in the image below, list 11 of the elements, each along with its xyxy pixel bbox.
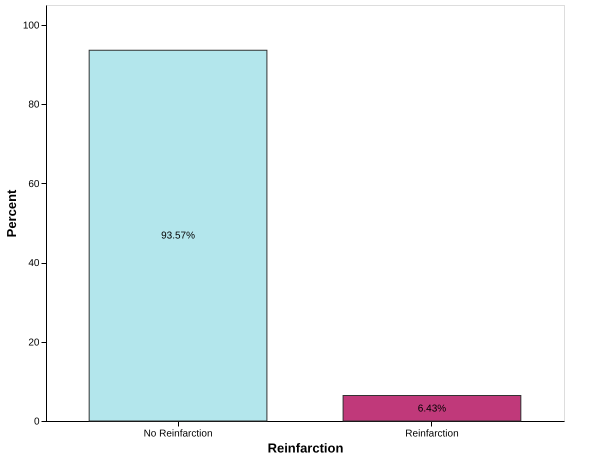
y-tick-label: 100 bbox=[22, 20, 40, 32]
y-tick-label: 60 bbox=[28, 178, 40, 190]
data-label: 6.43% bbox=[418, 403, 446, 414]
y-tick-label: 80 bbox=[28, 100, 40, 111]
y-tick-label: 0 bbox=[34, 416, 40, 428]
data-label: 93.57% bbox=[161, 230, 196, 242]
y-axis-title: Percent bbox=[4, 188, 19, 238]
x-axis-title: Reinfarction bbox=[268, 440, 344, 456]
y-tick-label: 20 bbox=[28, 337, 40, 348]
x-tick-label: No Reinfarction bbox=[144, 428, 212, 440]
y-tick-label: 40 bbox=[28, 258, 40, 270]
